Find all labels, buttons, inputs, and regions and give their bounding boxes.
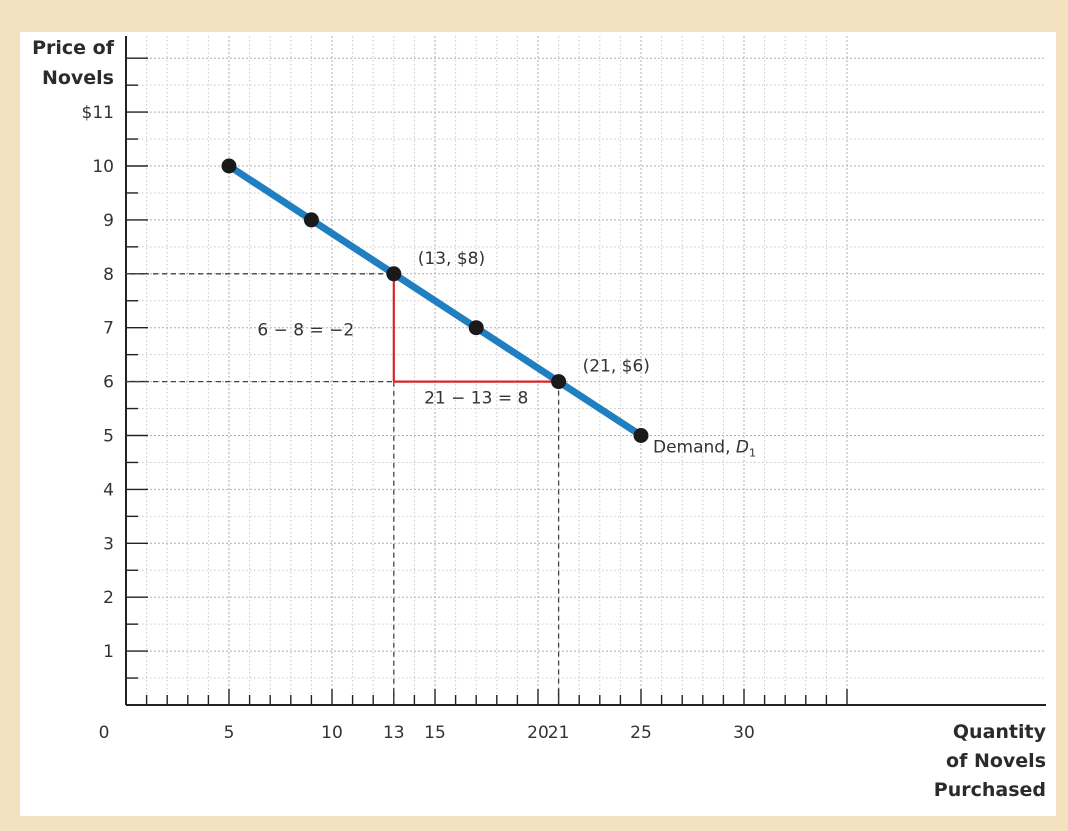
y-tick-label-9: 9 <box>103 211 114 231</box>
x-tick-label-25: 25 <box>630 723 652 743</box>
x-tick-label-10: 10 <box>321 723 343 743</box>
slope-triangle: 6 − 8 = −2 21 − 13 = 8 <box>257 273 559 409</box>
data-point <box>303 212 319 228</box>
x-tick-label-20: 20 <box>527 723 549 743</box>
x-tick-label-21: 21 <box>548 723 570 743</box>
series-layer <box>221 158 649 443</box>
y-tick-label-8: 8 <box>103 265 114 285</box>
x-axis-title-line: Purchased <box>934 779 1046 801</box>
demand-line <box>225 162 645 439</box>
point-label: (13, $8) <box>418 249 485 269</box>
y-tick-label-11: $11 <box>82 103 114 123</box>
y-tick-label-2: 2 <box>103 588 114 608</box>
data-point <box>633 428 649 443</box>
x-axis-title-line: of Novels <box>946 750 1046 772</box>
y-tick-label-10: 10 <box>92 157 114 177</box>
y-tick-label-1: 1 <box>103 642 114 662</box>
y-tick-label-5: 5 <box>103 427 114 447</box>
y-axis-title-line: Novels <box>42 67 114 89</box>
x-tick-label-5: 5 <box>224 723 235 743</box>
x-tick-label-30: 30 <box>733 723 755 743</box>
data-point <box>551 374 567 390</box>
y-axis-title-line: Price of <box>32 37 115 59</box>
y-tick-label-4: 4 <box>103 480 114 500</box>
rise-label: 6 − 8 = −2 <box>257 321 354 341</box>
data-point <box>386 266 402 282</box>
x-axis-title-line: Quantity <box>953 721 1047 743</box>
point-label: (21, $6) <box>583 357 650 377</box>
grid <box>126 36 1046 705</box>
run-label: 21 − 13 = 8 <box>424 389 528 409</box>
y-tick-label-6: 6 <box>103 373 114 393</box>
data-point <box>468 320 484 336</box>
x-tick-label-15: 15 <box>424 723 446 743</box>
series-label-demand: Demand, D1 <box>653 438 756 460</box>
data-point <box>221 158 237 174</box>
x-tick-label-13: 13 <box>383 723 405 743</box>
x-tick-label-0: 0 <box>99 723 110 743</box>
y-tick-label-7: 7 <box>103 319 114 339</box>
y-tick-label-3: 3 <box>103 534 114 554</box>
labels-layer: Demand, D1 (13, $8) (21, $6) <box>418 249 756 460</box>
